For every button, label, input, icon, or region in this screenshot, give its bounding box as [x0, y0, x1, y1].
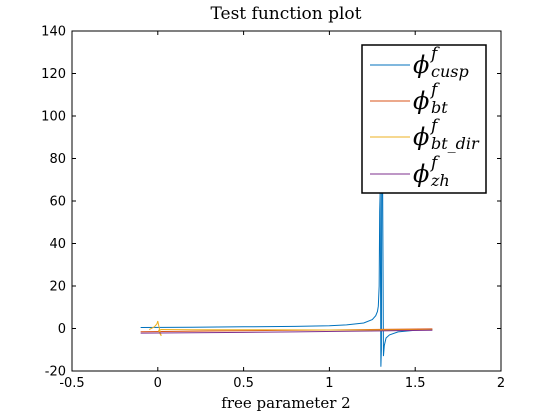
legend-superscript: f — [429, 116, 440, 136]
legend-entry-bt-dir: ϕ fbt_dir — [370, 116, 480, 153]
series-line-cusp — [140, 52, 433, 367]
tick-layer: -0.5 0 0.5 1 1.5 2 -20 0 20 40 60 80 100 120 140 — [41, 25, 505, 392]
legend-entry-zh: ϕ fzh — [370, 153, 450, 190]
x-tick-label: 2 — [497, 376, 505, 391]
legend-entry-bt: ϕ fbt — [370, 80, 448, 117]
series-layer — [140, 52, 433, 367]
legend-symbol: ϕ — [413, 160, 429, 188]
y-tick-label: 140 — [41, 25, 66, 40]
y-tick-label: 40 — [49, 237, 66, 252]
x-tick-label: -0.5 — [59, 376, 84, 391]
x-tick-label: 0.5 — [233, 376, 254, 391]
y-tick-label: 60 — [49, 195, 66, 210]
legend-symbol: ϕ — [413, 87, 429, 115]
legend-subscript: bt_dir — [431, 134, 480, 153]
legend-superscript: f — [429, 153, 440, 173]
legend-superscript: f — [429, 44, 440, 64]
y-tick-label: -20 — [45, 365, 66, 380]
x-tick-label: 1.5 — [405, 376, 426, 391]
legend-box — [361, 44, 487, 194]
x-tick-label: 1 — [325, 376, 333, 391]
legend-symbol: ϕ — [413, 123, 429, 151]
y-tick-label: 0 — [58, 322, 66, 337]
x-axis-label: free parameter 2 — [221, 394, 350, 412]
y-tick-label: 100 — [41, 110, 66, 125]
legend-subscript: bt — [431, 98, 448, 117]
series-line-zh — [140, 329, 433, 334]
y-tick-label: 20 — [49, 280, 66, 295]
y-tick-label: 80 — [49, 152, 66, 167]
legend-subscript: zh — [430, 171, 450, 190]
x-tick-label: 0 — [154, 376, 162, 391]
chart-title: Test function plot — [211, 4, 362, 24]
legend-superscript: f — [429, 80, 440, 100]
legend-symbol: ϕ — [413, 51, 429, 79]
legend-subscript: cusp — [431, 62, 469, 81]
y-tick-label: 120 — [41, 67, 66, 82]
